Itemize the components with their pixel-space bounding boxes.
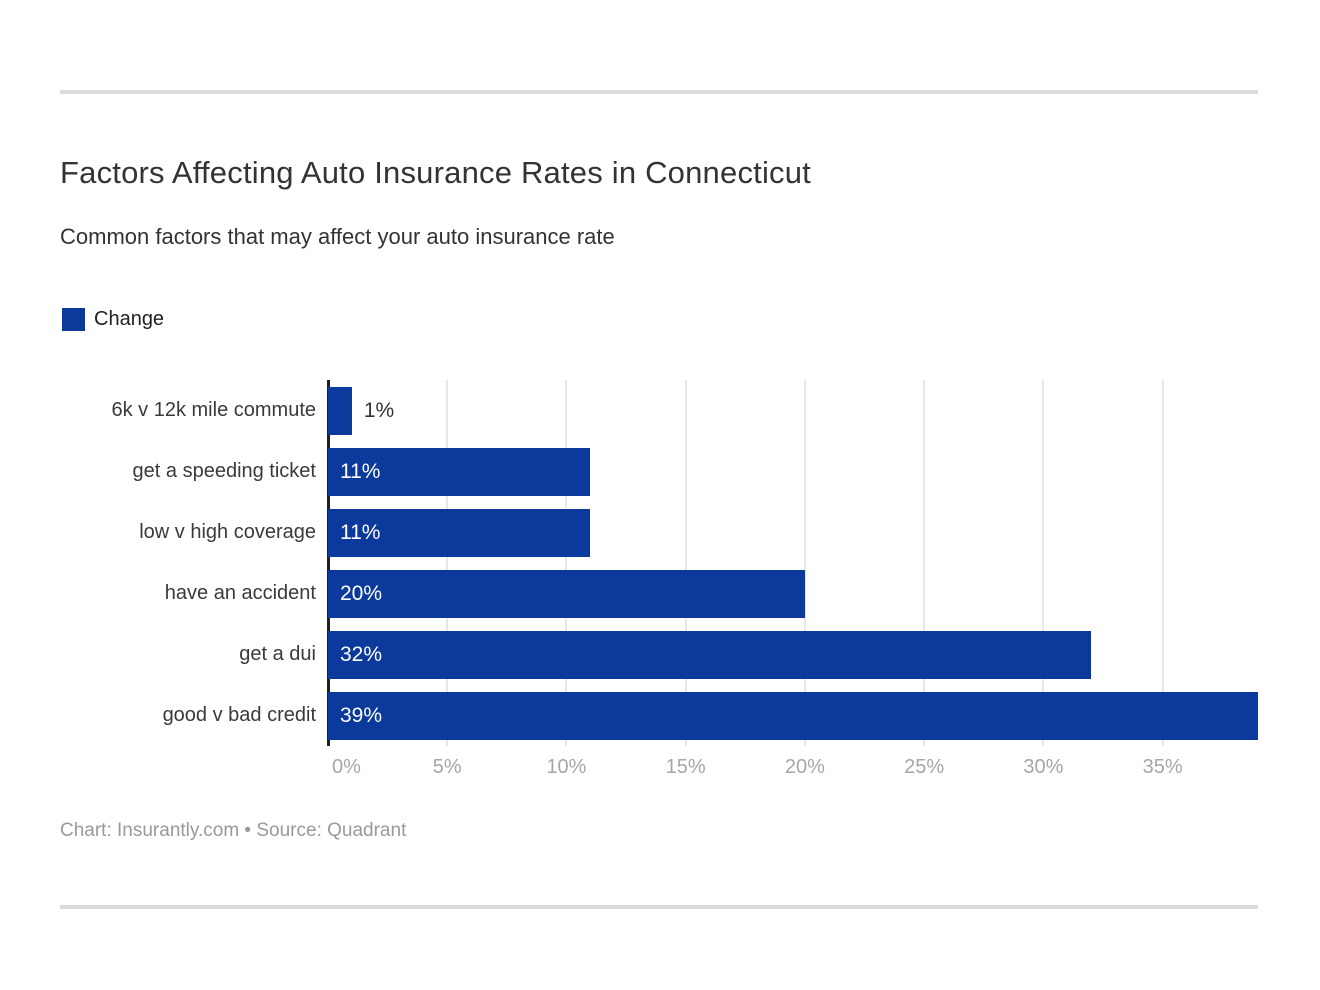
bar-chart: 6k v 12k mile commute 1% get a speeding ti… [60, 380, 1258, 792]
zero-axis-line [327, 380, 330, 746]
category-label: 6k v 12k mile commute [111, 399, 316, 421]
bar [328, 447, 591, 496]
bar [328, 508, 591, 557]
gridline [446, 380, 449, 746]
bar-row: 6k v 12k mile commute 1% [60, 380, 1258, 441]
value-label: 1% [363, 398, 395, 422]
gridline [565, 380, 568, 746]
chart-attribution: Chart: Insurantly.com • Source: Quadrant [60, 820, 407, 841]
value-label: 39% [340, 703, 383, 727]
value-label: 11% [340, 459, 381, 483]
value-label: 20% [340, 581, 383, 605]
x-tick-label: 0% [332, 756, 361, 778]
bar-rows: 6k v 12k mile commute 1% get a speeding ti… [60, 380, 1258, 746]
bar-row: get a speeding ticket 11% [60, 441, 1258, 502]
bar-row: get a dui 32% [60, 624, 1258, 685]
gridline [1042, 380, 1045, 746]
bar-track: 39% [328, 691, 1258, 740]
category-label: have an accident [164, 582, 316, 604]
gridline [803, 380, 806, 746]
x-tick-label: 35% [1142, 756, 1183, 778]
category-label: get a dui [239, 643, 316, 665]
bar-row: low v high coverage 11% [60, 502, 1258, 563]
gridline [1161, 380, 1164, 746]
legend: Change [62, 308, 164, 331]
x-axis: 0% 5% 10% 15% 20% 25% 30% 35% [328, 750, 1258, 786]
value-label: 11% [340, 520, 381, 544]
bar-track: 11% [328, 508, 1258, 557]
bar-track: 11% [328, 447, 1258, 496]
category-label: good v bad credit [162, 704, 316, 726]
plot-area [327, 380, 1258, 746]
bar-track: 1% [328, 386, 1258, 435]
x-tick-label: 15% [665, 756, 706, 778]
x-tick-label: 5% [432, 756, 462, 778]
category-label: get a speeding ticket [132, 460, 316, 482]
legend-label: Change [94, 308, 165, 330]
bar-row: have an accident 20% [60, 563, 1258, 624]
category-label: low v high coverage [139, 521, 316, 543]
value-label: 32% [340, 642, 383, 666]
x-tick-label: 25% [904, 756, 945, 778]
x-tick-label: 20% [784, 756, 825, 778]
bar-row: good v bad credit 39% [60, 685, 1258, 746]
gridline [684, 380, 687, 746]
bar [328, 691, 1258, 740]
legend-swatch [62, 308, 85, 331]
bar [328, 386, 352, 435]
top-divider [60, 90, 1258, 94]
bar-track: 32% [328, 630, 1258, 679]
gridline [923, 380, 926, 746]
bar-track: 20% [328, 569, 1258, 618]
bar [328, 569, 805, 618]
chart-subtitle: Common factors that may affect your auto… [60, 224, 615, 249]
x-tick-label: 10% [546, 756, 587, 778]
bottom-divider [60, 905, 1258, 909]
bar [328, 630, 1092, 679]
chart-title: Factors Affecting Auto Insurance Rates i… [60, 155, 811, 190]
x-tick-label: 30% [1023, 756, 1064, 778]
